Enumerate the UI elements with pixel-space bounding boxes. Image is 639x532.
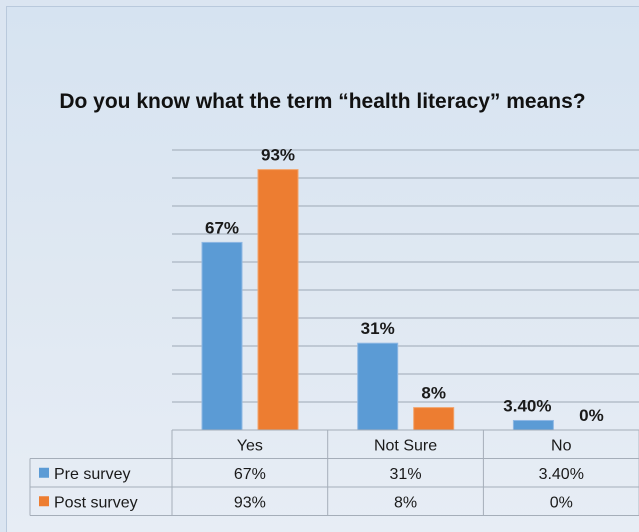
table-cell: 67%: [234, 466, 266, 483]
bar: [357, 342, 399, 431]
legend-key: [39, 496, 49, 507]
legend-label: Pre survey: [54, 466, 130, 483]
table-cell: 3.40%: [539, 466, 584, 483]
table-cell: 31%: [390, 466, 422, 483]
data-label: 0%: [579, 406, 604, 425]
bar: [512, 419, 554, 431]
bar: [257, 169, 299, 431]
chart-area: [6, 6, 639, 532]
data-label: 3.40%: [503, 396, 551, 415]
category-label: Not Sure: [374, 437, 437, 454]
category-label: Yes: [237, 437, 263, 454]
chart-title: Do you know what the term “health litera…: [59, 90, 586, 113]
legend-key: [39, 467, 49, 478]
category-label: No: [551, 437, 572, 454]
table-cell: 0%: [550, 494, 573, 511]
table-cell: 93%: [234, 494, 266, 511]
bar: [201, 241, 243, 431]
bar: [413, 407, 455, 431]
data-label: 67%: [205, 218, 239, 237]
data-label: 8%: [421, 384, 446, 403]
data-label: 93%: [261, 146, 295, 165]
table-cell: 8%: [394, 494, 417, 511]
legend-label: Post survey: [54, 494, 138, 511]
data-label: 31%: [361, 319, 395, 338]
